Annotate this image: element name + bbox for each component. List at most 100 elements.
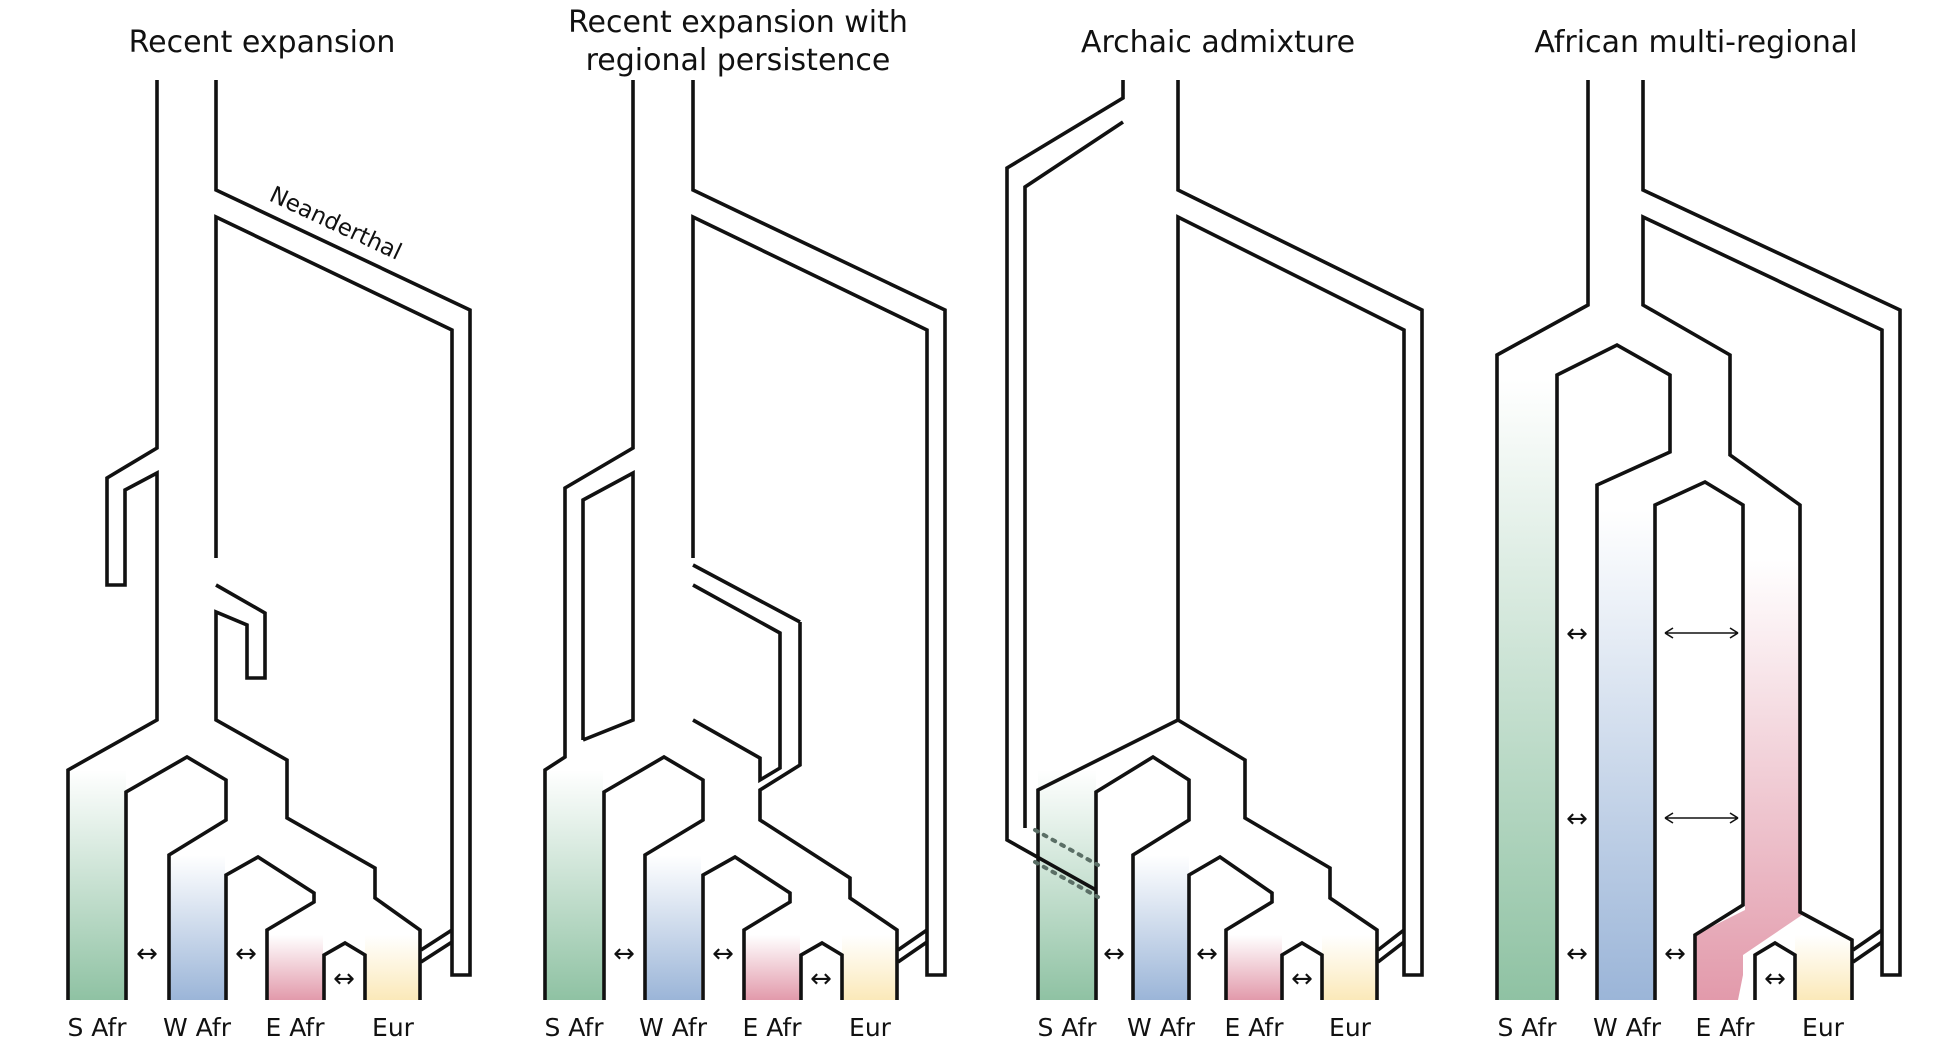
label-e-afr: E Afr	[1224, 1013, 1284, 1042]
long-migration-arrow	[1664, 627, 1739, 639]
panel-title: Archaic admixture	[1081, 25, 1355, 60]
migration-arrows: ↔ ↔ ↔	[1103, 939, 1313, 994]
neanderthal-branch	[1641, 80, 1902, 1000]
archaic-branch	[1005, 80, 1125, 892]
panel-african-multiregional: African multi-regional ↔ ↔ ↔ ↔ ↔	[1495, 25, 1902, 1042]
label-eur: Eur	[849, 1013, 892, 1042]
panel-title-line2: regional persistence	[586, 43, 891, 78]
e-afr-fill	[1226, 935, 1282, 1000]
migration-arrow: ↔	[613, 939, 635, 969]
migration-arrow: ↔	[1566, 619, 1588, 649]
migration-arrow: ↔	[1764, 964, 1786, 994]
e-eur-split	[1753, 940, 1797, 1000]
w-afr-wall-left	[1555, 342, 1672, 1000]
eur-connector	[1376, 928, 1406, 964]
w-afr-fill	[1133, 855, 1189, 1000]
long-migration-arrow	[1664, 812, 1739, 824]
label-eur: Eur	[1802, 1013, 1845, 1042]
eurasian-persistence-outer	[692, 563, 899, 1000]
population-fills	[1497, 380, 1851, 1000]
neanderthal-branch	[691, 80, 947, 977]
label-w-afr: W Afr	[639, 1013, 708, 1042]
panel-recent-expansion: Recent expansion Neanderthal ↔ ↔ ↔ S Afr…	[66, 25, 472, 1042]
population-labels: S Afr W Afr E Afr Eur	[1037, 1013, 1371, 1042]
eur-fill	[1795, 935, 1851, 1000]
label-e-afr: E Afr	[265, 1013, 325, 1042]
panel-title: Recent expansion with	[568, 5, 908, 40]
w-afr-fill	[1597, 510, 1655, 1000]
label-w-afr: W Afr	[1127, 1013, 1196, 1042]
s-afr-fill	[1497, 380, 1557, 1000]
tree-outline	[1005, 80, 1424, 1000]
eurasian-persistence	[692, 583, 782, 784]
e-eur-split	[799, 940, 844, 1000]
eurasian-stub	[214, 583, 422, 1000]
migration-arrows: ↔ ↔ ↔	[613, 939, 832, 994]
s-afr-wall-left	[1495, 80, 1590, 1000]
eur-fill	[365, 935, 421, 1000]
tree-outline	[543, 80, 947, 1000]
migration-arrow: ↔	[333, 964, 355, 994]
migration-arrow: ↔	[810, 964, 832, 994]
neanderthal-branch	[1176, 80, 1424, 1000]
e-eur-split	[1280, 940, 1324, 1000]
migration-arrow: ↔	[712, 939, 734, 969]
admixture-dotted-lines	[1033, 828, 1100, 899]
population-fills	[545, 770, 898, 1000]
s-afr-wall-left	[543, 80, 635, 1000]
eur-fill	[1322, 935, 1378, 1000]
migration-arrow: ↔	[1566, 804, 1588, 834]
label-s-afr: S Afr	[1497, 1013, 1557, 1042]
migration-arrow: ↔	[136, 939, 158, 969]
e-eur-split	[322, 940, 367, 1000]
label-s-afr: S Afr	[1037, 1013, 1097, 1042]
w-afr-split	[124, 754, 228, 1000]
s-afr-fill	[68, 770, 126, 1000]
migration-arrow: ↔	[1103, 939, 1125, 969]
w-afr-fill	[645, 855, 701, 1000]
e-afr-split	[701, 854, 792, 1000]
eur-connector	[896, 928, 929, 964]
s-afr-persistence-loop	[581, 469, 635, 742]
population-labels: S Afr W Afr E Afr Eur	[1497, 1013, 1844, 1042]
e-afr-fill	[744, 935, 800, 1000]
eur-fill	[842, 935, 898, 1000]
label-w-afr: W Afr	[1593, 1013, 1662, 1042]
e-afr-wall-left	[1653, 479, 1745, 1000]
neanderthal-branch	[214, 80, 472, 977]
s-afr-fill	[545, 770, 603, 1000]
e-afr-fill	[267, 935, 323, 1000]
migration-arrow: ↔	[1291, 964, 1313, 994]
panel-title: African multi-regional	[1534, 25, 1857, 60]
s-afr-wall-left	[1036, 718, 1179, 1000]
migration-arrow: ↔	[1566, 939, 1588, 969]
panel-archaic-admixture: Archaic admixture ↔ ↔ ↔ S Afr W Afr E Af…	[1005, 25, 1424, 1042]
migration-arrows: ↔ ↔ ↔	[136, 939, 355, 994]
e-afr-fill	[1695, 560, 1802, 1000]
migration-arrow: ↔	[235, 939, 257, 969]
population-labels: S Afr W Afr E Afr Eur	[67, 1013, 414, 1042]
label-w-afr: W Afr	[163, 1013, 232, 1042]
w-afr-split	[602, 754, 705, 1000]
w-afr-fill	[169, 855, 225, 1000]
e-afr-split	[1187, 854, 1274, 1000]
label-e-afr: E Afr	[742, 1013, 802, 1042]
label-e-afr: E Afr	[1695, 1013, 1755, 1042]
tree-outline	[66, 80, 472, 1000]
label-s-afr: S Afr	[67, 1013, 127, 1042]
migration-arrows: ↔ ↔ ↔ ↔ ↔	[1566, 619, 1786, 994]
panel-regional-persistence: Recent expansion with regional persisten…	[543, 5, 947, 1042]
migration-arrow: ↔	[1664, 939, 1686, 969]
s-afr-wall-left	[66, 80, 159, 1000]
label-eur: Eur	[372, 1013, 415, 1042]
w-afr-split	[1094, 754, 1191, 1000]
eur-connector	[420, 928, 453, 964]
e-afr-split	[224, 854, 316, 1000]
migration-arrow: ↔	[1196, 939, 1218, 969]
panel-title: Recent expansion	[129, 25, 396, 60]
population-labels: S Afr W Afr E Afr Eur	[544, 1013, 891, 1042]
tree-outline	[1495, 80, 1902, 1000]
label-s-afr: S Afr	[544, 1013, 604, 1042]
population-fills	[68, 770, 421, 1000]
